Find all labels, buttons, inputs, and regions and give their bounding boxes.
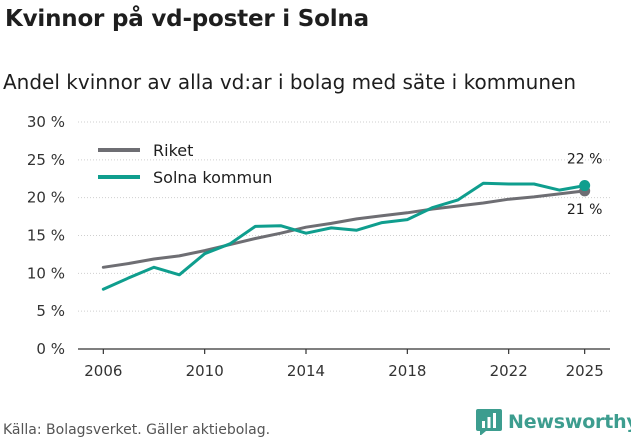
series-line-riket — [101, 189, 587, 269]
y-tick-label: 30 % — [27, 113, 65, 131]
brand-name: Newsworthy — [508, 411, 631, 433]
end-labels: 21 % 22 % — [567, 152, 603, 218]
x-tick-label: 2010 — [186, 362, 224, 380]
chart-title: Kvinnor på vd-poster i Solna — [5, 6, 369, 32]
legend: Riket Solna kommun — [98, 141, 272, 187]
end-point-solna-kommun — [579, 180, 591, 192]
y-tick-label: 25 % — [27, 151, 65, 169]
end-label-solna-kommun: 22 % — [567, 152, 603, 168]
x-tick-label: 2006 — [84, 362, 122, 380]
series-line-solna-kommun — [101, 181, 587, 291]
y-axis-tick-labels: 0 % 5 % 10 % 15 % 20 % 25 % 30 % — [27, 113, 65, 358]
y-tick-label: 20 % — [27, 189, 65, 207]
legend-label-solna-kommun: Solna kommun — [153, 168, 272, 187]
y-tick-label: 10 % — [27, 264, 65, 282]
source-note: Källa: Bolagsverket. Gäller aktiebolag. — [3, 422, 271, 438]
y-tick-label: 0 % — [36, 340, 65, 358]
legend-label-riket: Riket — [153, 141, 193, 160]
y-tick-label: 15 % — [27, 227, 65, 245]
end-label-riket: 21 % — [567, 202, 603, 218]
series-lines — [101, 180, 591, 291]
x-tick-label: 2014 — [287, 362, 325, 380]
x-axis — [78, 348, 610, 354]
chart-subtitle: Andel kvinnor av alla vd:ar i bolag med … — [3, 70, 576, 94]
x-tick-label: 2025 — [566, 362, 604, 380]
brand-logo[interactable]: Newsworthy — [476, 407, 631, 437]
bar-chart-logo-icon — [476, 409, 502, 435]
y-tick-label: 5 % — [36, 302, 65, 320]
x-axis-tick-labels: 2006 2010 2014 2018 2022 2025 — [84, 362, 604, 380]
x-tick-label: 2018 — [388, 362, 426, 380]
x-tick-label: 2022 — [490, 362, 528, 380]
